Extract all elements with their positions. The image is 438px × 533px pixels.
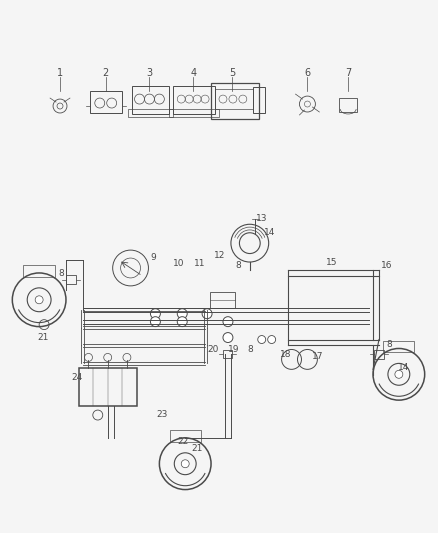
Bar bbox=[127, 109, 173, 117]
Text: 2: 2 bbox=[102, 68, 109, 78]
Text: 17: 17 bbox=[311, 352, 323, 361]
Text: 3: 3 bbox=[146, 68, 152, 78]
Text: 7: 7 bbox=[345, 68, 351, 78]
Bar bbox=[170, 109, 219, 117]
Text: 13: 13 bbox=[256, 214, 268, 223]
Text: 23: 23 bbox=[157, 409, 168, 418]
Circle shape bbox=[223, 317, 233, 327]
Circle shape bbox=[223, 333, 233, 343]
Text: 19: 19 bbox=[228, 345, 240, 354]
Bar bbox=[211, 83, 259, 119]
Text: 14: 14 bbox=[398, 363, 410, 372]
Text: 5: 5 bbox=[229, 68, 235, 78]
Text: 10: 10 bbox=[173, 259, 184, 268]
Text: 22: 22 bbox=[177, 438, 189, 446]
Text: 1: 1 bbox=[57, 68, 63, 78]
Bar bbox=[253, 87, 265, 113]
Bar bbox=[215, 89, 253, 109]
Bar bbox=[383, 341, 414, 352]
Text: 4: 4 bbox=[190, 68, 196, 78]
Circle shape bbox=[35, 296, 43, 304]
Bar bbox=[131, 86, 170, 114]
Text: 9: 9 bbox=[151, 253, 156, 262]
Text: 24: 24 bbox=[71, 373, 82, 382]
Text: 12: 12 bbox=[214, 251, 226, 260]
Bar bbox=[90, 91, 122, 113]
Text: 21: 21 bbox=[37, 333, 49, 342]
Text: 8: 8 bbox=[247, 345, 253, 354]
Bar bbox=[23, 265, 55, 277]
Text: 16: 16 bbox=[381, 261, 393, 270]
Text: 15: 15 bbox=[325, 257, 337, 266]
Circle shape bbox=[150, 309, 160, 319]
Text: 6: 6 bbox=[304, 68, 311, 78]
Circle shape bbox=[177, 309, 187, 319]
Circle shape bbox=[202, 309, 212, 319]
Bar bbox=[170, 430, 201, 442]
Circle shape bbox=[395, 370, 403, 378]
Text: 11: 11 bbox=[194, 259, 206, 268]
Bar bbox=[173, 86, 215, 114]
Text: 20: 20 bbox=[207, 345, 219, 354]
Text: 18: 18 bbox=[280, 350, 291, 359]
Text: 14: 14 bbox=[264, 228, 276, 237]
Text: 8: 8 bbox=[235, 261, 241, 270]
Bar bbox=[339, 98, 357, 112]
Text: 8: 8 bbox=[58, 270, 64, 278]
Bar bbox=[79, 368, 137, 406]
Circle shape bbox=[181, 460, 189, 468]
Text: 8: 8 bbox=[386, 340, 392, 349]
Circle shape bbox=[177, 317, 187, 327]
Bar bbox=[210, 292, 235, 308]
Text: 21: 21 bbox=[191, 445, 203, 454]
Circle shape bbox=[150, 317, 160, 327]
Circle shape bbox=[268, 336, 276, 343]
Circle shape bbox=[258, 336, 266, 343]
